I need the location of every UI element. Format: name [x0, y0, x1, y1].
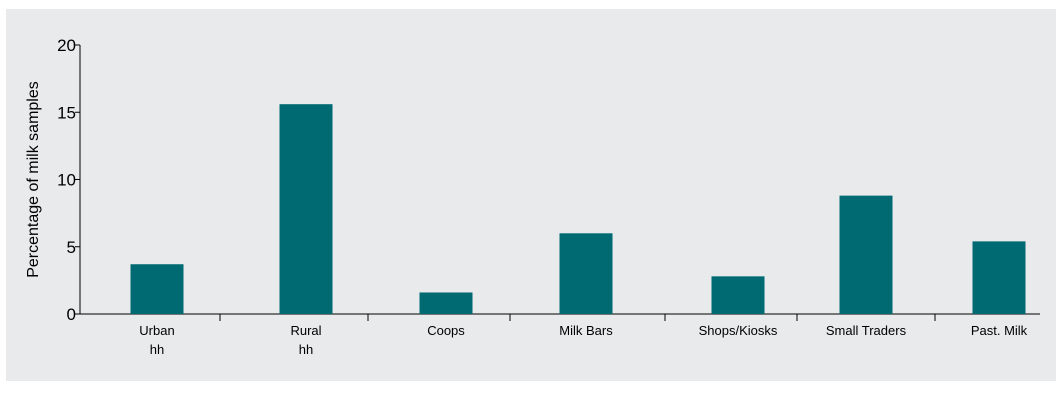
- bar: [419, 292, 473, 314]
- bar: [559, 233, 613, 314]
- y-tick-label: 0: [67, 305, 76, 324]
- x-category-label: Milk Bars: [559, 323, 613, 338]
- bar: [279, 104, 333, 315]
- chart-bars: [130, 104, 1026, 315]
- x-category-label: Coops: [427, 323, 465, 338]
- y-tick-label: 5: [67, 238, 76, 257]
- x-category-label: Past. Milk: [971, 323, 1028, 338]
- x-category-label: hh: [299, 342, 313, 357]
- chart-background: [6, 9, 1056, 381]
- y-tick-label: 10: [57, 171, 76, 190]
- y-tick-label: 15: [57, 103, 76, 122]
- x-category-label: hh: [150, 342, 164, 357]
- x-category-label: Rural: [290, 323, 321, 338]
- bar: [130, 264, 184, 314]
- bar: [972, 241, 1026, 314]
- x-category-label: Small Traders: [826, 323, 907, 338]
- chart-axes: [75, 44, 1040, 321]
- chart-labels: 0 5 10 15 20 Urban hh Rural hh Coops Milk Bars Shop…: [57, 36, 1028, 357]
- y-axis-title: Percentage of milk samples: [25, 81, 42, 278]
- bar: [711, 276, 765, 314]
- x-category-label: Urban: [139, 323, 174, 338]
- x-category-label: Shops/Kiosks: [699, 323, 778, 338]
- bar: [839, 195, 893, 314]
- y-tick-label: 20: [57, 36, 76, 55]
